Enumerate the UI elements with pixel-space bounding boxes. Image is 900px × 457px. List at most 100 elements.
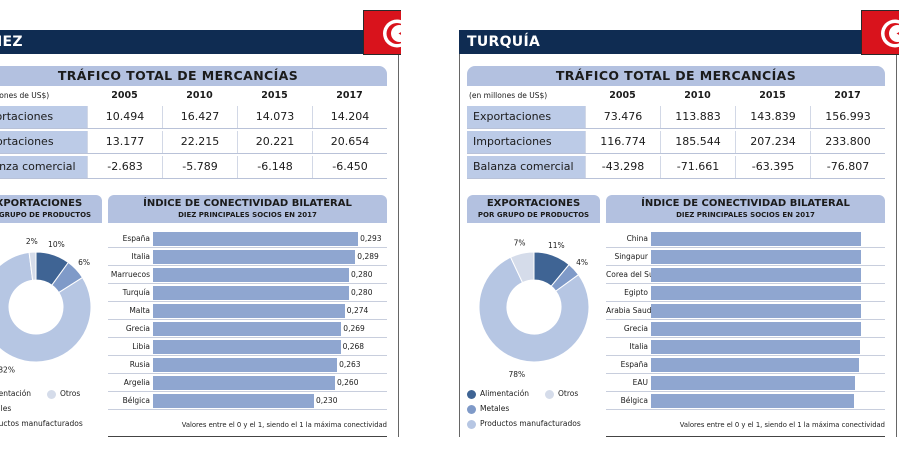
year-header: 2017	[834, 90, 861, 101]
table-cell: 73.476	[585, 106, 660, 128]
bar-row-divider	[108, 301, 387, 302]
bar-row: Grecia	[606, 320, 885, 338]
panel-border-right	[398, 30, 399, 437]
bar-row-divider	[606, 409, 885, 410]
trade-table-header: (en millones de US$) 2005 2010 2015 2017	[467, 88, 885, 104]
row-label: Balanza comercial	[0, 156, 87, 178]
bar-row: Bélgica	[606, 392, 885, 410]
table-cell: -76.807	[810, 156, 885, 178]
pie-label: 78%	[509, 370, 526, 379]
bar-row-divider	[108, 265, 387, 266]
bar-category-label: España	[620, 360, 648, 369]
bar-row-divider	[108, 247, 387, 248]
legend-label: Metales	[0, 404, 12, 413]
exports-pie-chart: 11% 4% 78% 7%	[478, 239, 590, 379]
row-label: Importaciones	[467, 131, 585, 153]
connectivity-title-box: ÍNDICE DE CONECTIVIDAD BILATERAL DIEZ PR…	[108, 195, 387, 223]
bar-row-divider	[108, 319, 387, 320]
legend-swatch	[545, 390, 554, 399]
crescent-star-flag-icon	[363, 10, 401, 55]
connectivity-subtitle: DIEZ PRINCIPALES SOCIOS EN 2017	[676, 211, 815, 219]
pie-slice-3	[28, 251, 37, 281]
table-cell: -5.789	[162, 156, 237, 178]
pie-slice-3	[509, 251, 535, 284]
bar-row: Egipto	[606, 284, 885, 302]
legend-swatch	[467, 390, 476, 399]
bar-row-divider	[606, 337, 885, 338]
row-divider	[467, 153, 885, 154]
bar-row-divider	[108, 283, 387, 284]
table-cell: 16.427	[162, 106, 237, 128]
trade-title: TRÁFICO TOTAL DE MERCANCÍAS	[0, 66, 387, 86]
bar-category-label: Turquía	[122, 288, 150, 297]
bar-row: Rusia 0,263	[108, 356, 387, 374]
trade-row-exportaciones: Exportaciones 10.494 16.427 14.073 14.20…	[0, 105, 387, 129]
bar-row: EAU	[606, 374, 885, 392]
bar	[651, 268, 861, 282]
bar-row-divider	[606, 265, 885, 266]
table-cell: 20.221	[237, 131, 312, 153]
bar-value-label: 0,280	[351, 270, 373, 279]
bar-category-label: Bélgica	[620, 396, 648, 405]
bar-row-divider	[606, 301, 885, 302]
bar-category-label: España	[122, 234, 150, 243]
bar-row: España 0,293	[108, 230, 387, 248]
bar-row-divider	[108, 355, 387, 356]
bar-value-label: 0,230	[316, 396, 338, 405]
legend-swatch	[467, 405, 476, 414]
country-panel-turquia: TURQUÍA TRÁFICO TOTAL DE MERCANCÍAS (en …	[459, 0, 899, 457]
legend-label: Productos manufacturados	[480, 419, 581, 428]
bar-row: Argelia 0,260	[108, 374, 387, 392]
trade-row-balanza: Balanza comercial -2.683 -5.789 -6.148 -…	[0, 155, 387, 179]
bar-value-label: 0,263	[339, 360, 361, 369]
bar-category-label: EAU	[632, 378, 648, 387]
country-title: TURQUÍA	[467, 34, 541, 50]
bar-value-label: 0,260	[337, 378, 359, 387]
bar-row: Italia	[606, 338, 885, 356]
table-cell: -2.683	[87, 156, 162, 178]
bar-value-label: 0,280	[351, 288, 373, 297]
bar-row-divider	[606, 319, 885, 320]
table-cell: 13.177	[87, 131, 162, 153]
legend-swatch	[467, 420, 476, 429]
bar-category-label: Corea del Sur	[606, 270, 657, 279]
row-label: Exportaciones	[467, 106, 585, 128]
country-title: TÚNEZ	[0, 34, 23, 50]
bar-category-label: Egipto	[624, 288, 648, 297]
exports-title: EXPORTACIONES	[486, 198, 581, 209]
trade-table-header: (en millones de US$) 2005 2010 2015 2017	[0, 88, 387, 104]
bar	[153, 268, 349, 282]
bar-row-divider	[606, 373, 885, 374]
year-header: 2010	[186, 90, 213, 101]
bar-row-divider	[606, 247, 885, 248]
pie-label: 11%	[548, 241, 565, 250]
connectivity-bar-chart: España 0,293 Italia 0,289 Marruecos 0,280 Turq…	[108, 230, 387, 415]
bar-category-label: China	[626, 234, 648, 243]
bar-category-label: Marruecos	[110, 270, 150, 279]
bar-value-label: 0,289	[357, 252, 379, 261]
row-divider	[0, 128, 387, 129]
table-cell: 20.654	[312, 131, 387, 153]
table-cell: -6.450	[312, 156, 387, 178]
table-cell: 10.494	[87, 106, 162, 128]
bar-category-label: Argelia	[123, 378, 150, 387]
footnote-rule	[108, 436, 387, 437]
year-header: 2010	[684, 90, 711, 101]
connectivity-title: ÍNDICE DE CONECTIVIDAD BILATERAL	[641, 198, 850, 209]
bar-row: Malta 0,274	[108, 302, 387, 320]
bar	[153, 358, 338, 372]
row-divider	[0, 178, 387, 179]
exports-title-box: EXPORTACIONES POR GRUPO DE PRODUCTOS	[467, 195, 600, 223]
connectivity-footnote: Valores entre el 0 y el 1, siendo el 1 l…	[181, 421, 387, 429]
bar-value-label: 0,269	[343, 324, 365, 333]
row-label: Exportaciones	[0, 106, 87, 128]
table-cell: 233.800	[810, 131, 885, 153]
pie-label: 82%	[0, 365, 15, 374]
unit-label: (en millones de US$)	[469, 91, 548, 100]
connectivity-bar-chart: China Singapur Corea del Sur Egipto Arabia S…	[606, 230, 885, 415]
trade-row-balanza: Balanza comercial -43.298 -71.661 -63.39…	[467, 155, 885, 179]
legend-label: Otros	[60, 389, 81, 398]
bar-row-divider	[108, 391, 387, 392]
bar-row-divider	[606, 355, 885, 356]
bar-row: Marruecos 0,280	[108, 266, 387, 284]
